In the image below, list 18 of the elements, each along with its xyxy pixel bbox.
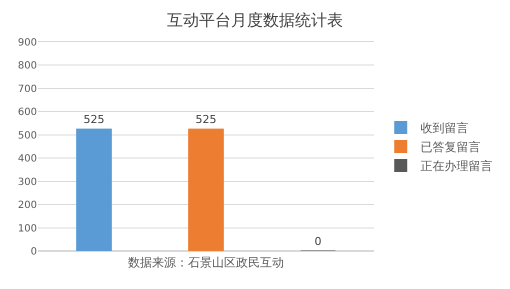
y-tick-label: 500	[18, 130, 37, 142]
y-tick-label: 600	[18, 107, 37, 118]
legend-label: 正在办理留言	[420, 159, 493, 174]
chart-title: 互动平台月度数据统计表	[167, 10, 343, 30]
y-tick-label: 400	[18, 154, 37, 165]
y-tick-label: 700	[18, 84, 37, 95]
y-tick-label: 300	[18, 176, 37, 188]
legend-label: 已答复留言	[420, 140, 481, 154]
y-tick-label: 200	[18, 200, 37, 212]
data-label: 0	[314, 235, 322, 248]
y-tick-label: 100	[18, 223, 37, 234]
y-tick-label: 800	[18, 60, 37, 72]
data-label: 525	[84, 113, 104, 126]
data-label: 525	[196, 113, 216, 126]
y-tick-label: 900	[18, 38, 37, 48]
y-tick-label: 0	[30, 246, 37, 258]
legend-label: 收到留言	[420, 121, 469, 136]
x-tick-label: 数据来源：石景山区政民互动	[128, 255, 284, 270]
